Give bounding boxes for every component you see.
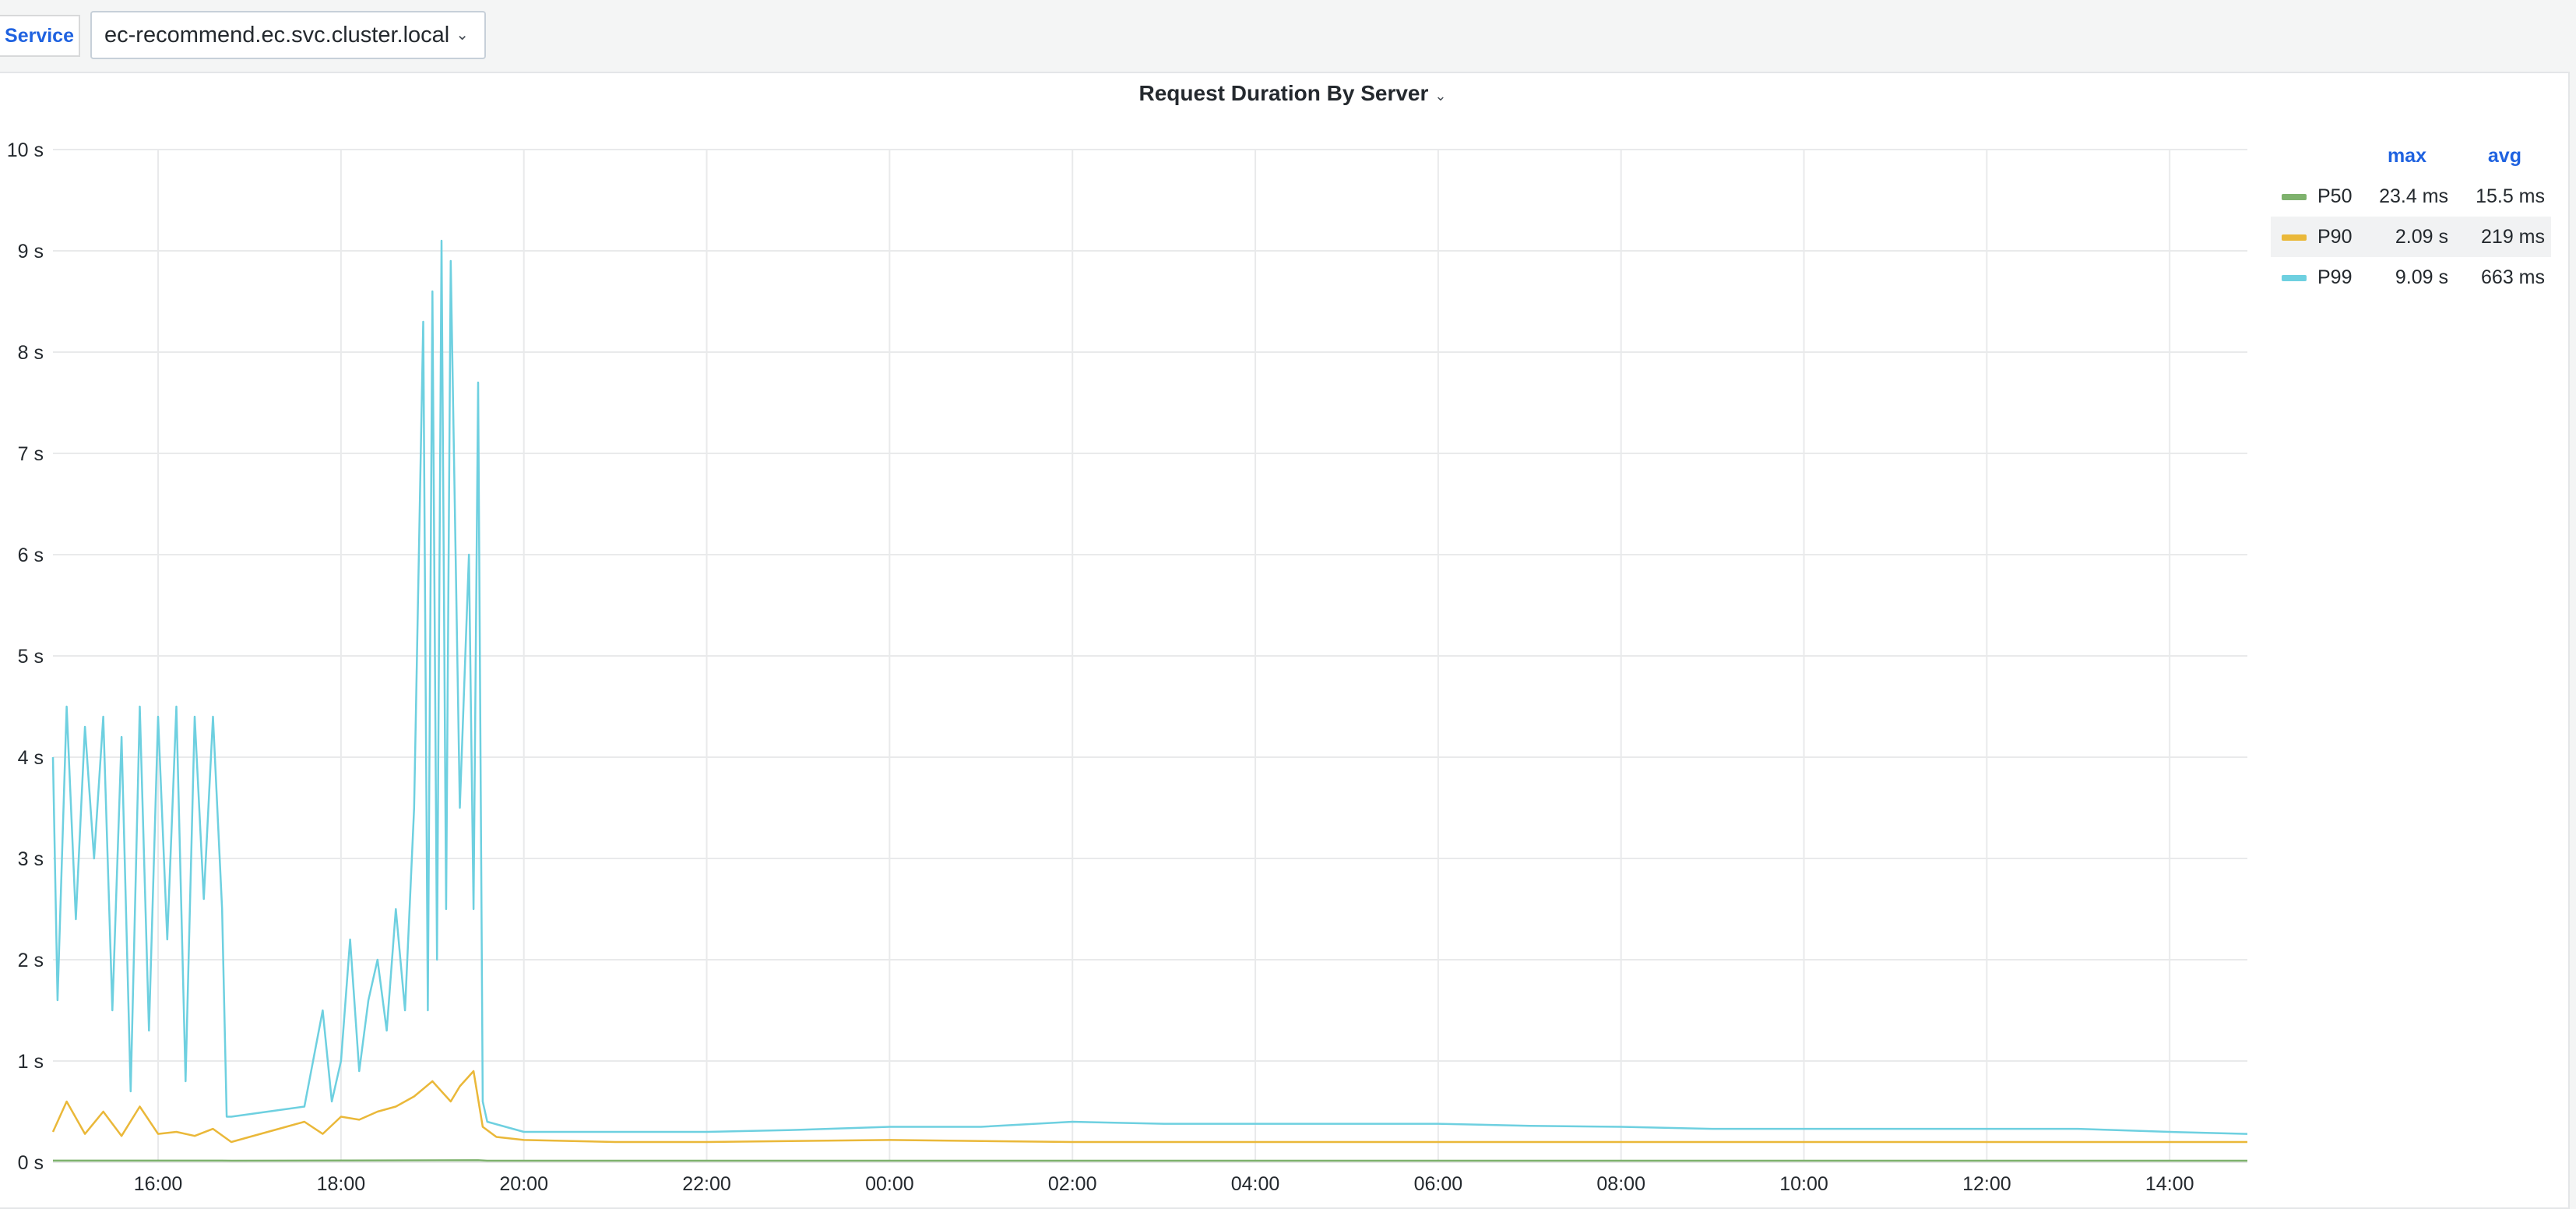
chevron-down-icon: ⌄ [456,26,469,44]
service-variable-value: ec-recommend.ec.svc.cluster.local [104,23,450,48]
legend-swatch [2282,275,2307,281]
legend-max: 2.09 s [2395,226,2448,248]
legend-avg: 663 ms [2481,266,2545,288]
y-tick-label: 0 s [18,1152,44,1174]
series-line-p50 [53,1159,2247,1162]
legend-max: 9.09 s [2395,266,2448,288]
legend-avg-header[interactable]: avg [2487,145,2521,167]
y-tick-label: 7 s [18,443,44,465]
y-tick-label: 9 s [18,241,44,263]
legend-name: P99 [2317,266,2353,288]
x-tick-label: 04:00 [1231,1173,1280,1195]
y-tick-label: 4 s [18,747,44,769]
chart-grid [53,149,2247,1163]
panel-title[interactable]: Request Duration By Server ⌄ [0,81,2576,106]
series-line-p99 [51,239,2248,1135]
x-tick-label: 22:00 [682,1173,731,1195]
legend-header: max avg [2271,145,2551,176]
legend-name: P90 [2317,226,2353,248]
service-variable-label: Service [0,15,80,57]
x-tick-label: 10:00 [1779,1173,1828,1195]
legend-avg: 219 ms [2481,226,2545,248]
legend-swatch [2282,194,2307,200]
chart-series [51,239,2248,1162]
y-tick-label: 10 s [7,139,44,161]
legend-avg: 15.5 ms [2476,185,2545,207]
y-tick-label: 1 s [18,1051,44,1073]
x-tick-label: 16:00 [134,1173,183,1195]
y-axis-labels: 0 s 1 s 2 s 3 s 4 s 5 s 6 s 7 s 8 s 9 s 10 s [7,139,44,1174]
service-variable-select[interactable]: ec-recommend.ec.svc.cluster.local ⌄ [90,11,486,59]
legend-item-p50[interactable]: P50 23.4 ms 15.5 ms [2271,176,2551,217]
legend-swatch [2282,234,2307,241]
legend-max-header[interactable]: max [2387,145,2426,167]
legend-max: 23.4 ms [2379,185,2448,207]
series-line-p90 [51,1070,2247,1144]
graph-panel [0,72,2570,1209]
x-tick-label: 00:00 [865,1173,914,1195]
y-tick-label: 3 s [18,848,44,870]
legend-name: P50 [2317,185,2353,207]
x-tick-label: 06:00 [1414,1173,1463,1195]
y-tick-label: 8 s [18,342,44,364]
y-tick-label: 5 s [18,646,44,668]
x-tick-label: 02:00 [1048,1173,1097,1195]
legend: max avg P50 23.4 ms 15.5 ms P90 2.09 s 2… [2271,145,2551,298]
x-tick-label: 08:00 [1596,1173,1645,1195]
x-tick-label: 12:00 [1962,1173,2011,1195]
x-axis-labels: 16:00 18:00 20:00 22:00 00:00 02:00 04:00 06:00… [134,1173,2194,1195]
x-tick-label: 20:00 [499,1173,548,1195]
legend-item-p99[interactable]: P99 9.09 s 663 ms [2271,257,2551,298]
chevron-down-icon: ⌄ [1434,88,1447,104]
legend-item-p90[interactable]: P90 2.09 s 219 ms [2271,217,2551,257]
panel-title-text: Request Duration By Server [1138,81,1429,105]
x-tick-label: 14:00 [2145,1173,2194,1195]
y-tick-label: 6 s [18,545,44,566]
x-tick-label: 18:00 [317,1173,366,1195]
variables-bar: Service ec-recommend.ec.svc.cluster.loca… [0,0,2576,72]
y-tick-label: 2 s [18,950,44,971]
